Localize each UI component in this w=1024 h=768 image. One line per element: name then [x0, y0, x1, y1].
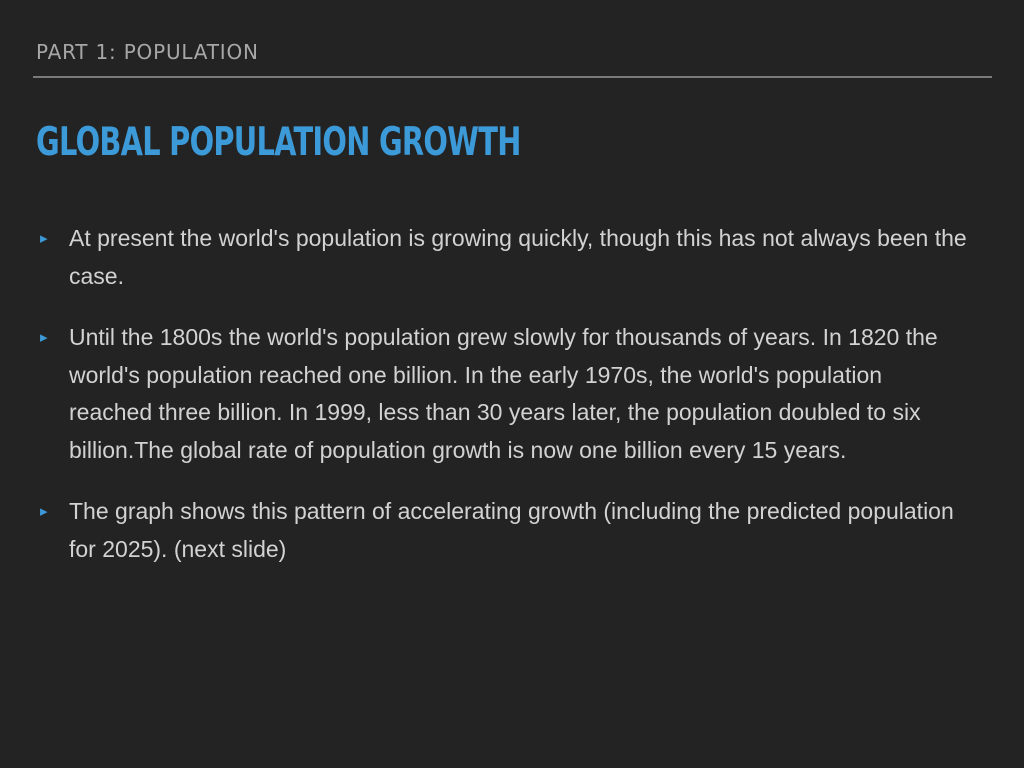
bullet-text: At present the world's population is gro…	[69, 225, 967, 289]
triangle-bullet-icon: ▸	[40, 230, 48, 247]
triangle-bullet-icon: ▸	[40, 503, 48, 520]
bullet-list: ▸ At present the world's population is g…	[40, 220, 970, 592]
bullet-item: ▸ The graph shows this pattern of accele…	[40, 493, 970, 568]
slide-title: GLOBAL POPULATION GROWTH	[36, 120, 521, 165]
bullet-text: Until the 1800s the world's population g…	[69, 324, 938, 463]
bullet-item: ▸ At present the world's population is g…	[40, 220, 970, 295]
bullet-text: The graph shows this pattern of accelera…	[69, 498, 954, 562]
section-label: PART 1: POPULATION	[36, 40, 259, 64]
triangle-bullet-icon: ▸	[40, 329, 48, 346]
header-divider	[33, 76, 992, 78]
bullet-item: ▸ Until the 1800s the world's population…	[40, 319, 970, 469]
